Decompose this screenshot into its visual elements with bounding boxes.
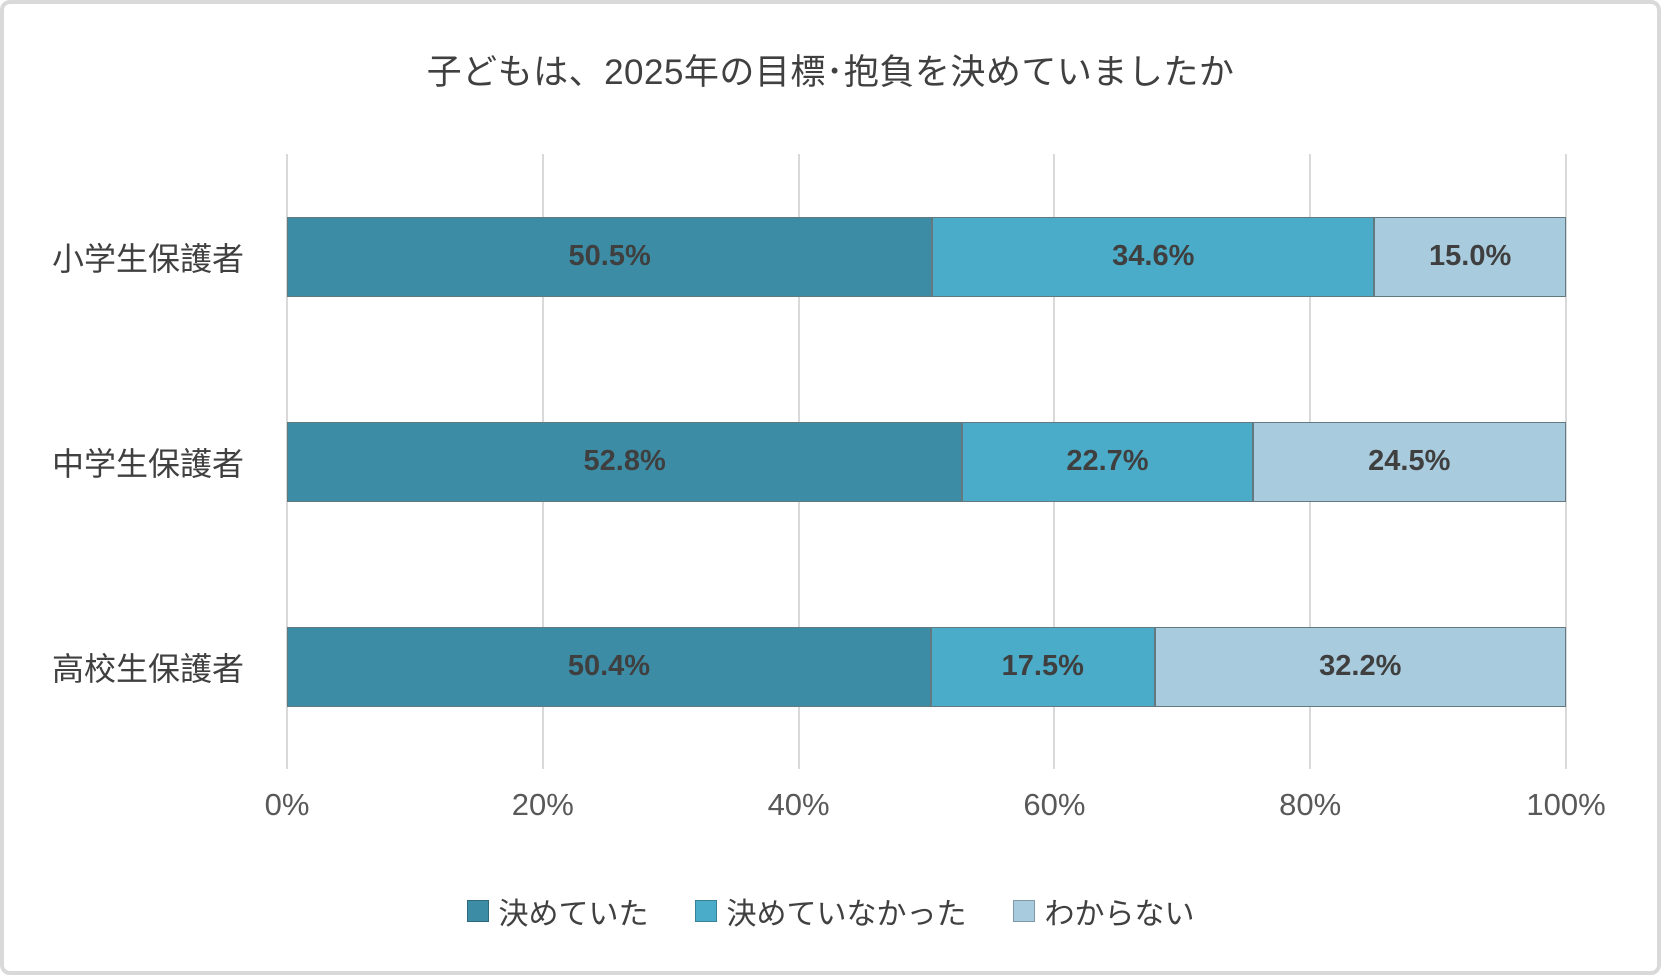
legend-item: わからない — [1012, 889, 1195, 933]
category-label: 小学生保護者 — [51, 240, 244, 277]
legend-label: わからない — [1044, 898, 1195, 931]
data-label: 15.0% — [1429, 240, 1512, 272]
chart-title: 子どもは、2025年の目標･抱負を決めていましたか — [426, 53, 1235, 92]
bar-segment: 52.8% — [287, 421, 963, 502]
bar-segment: 17.5% — [930, 626, 1155, 707]
x-tick-label: 60% — [1023, 787, 1086, 822]
bar-rows: 50.5% 34.6% 15.0% 52.8% 22.7% 24.5% 50.4% 17.5%… — [287, 154, 1566, 769]
bar-segment: 15.0% — [1374, 216, 1566, 297]
stacked-bar: 50.5% 34.6% 15.0% — [287, 216, 1566, 297]
x-tick-label: 100% — [1526, 787, 1606, 822]
bar-row: 52.8% 22.7% 24.5% — [287, 359, 1566, 564]
x-axis: 0% 20% 40% 60% 80% 100% — [265, 787, 1606, 833]
legend-swatch — [1012, 900, 1035, 922]
category-label: 高校生保護者 — [51, 650, 244, 687]
legend: 決めていた 決めていなかった わからない — [4, 889, 1657, 933]
bar-segment: 50.5% — [287, 216, 933, 297]
gridline — [1565, 154, 1567, 769]
data-label: 50.5% — [568, 240, 651, 272]
data-label: 32.2% — [1319, 650, 1402, 682]
bar-segment: 32.2% — [1154, 626, 1566, 707]
stacked-bar: 52.8% 22.7% 24.5% — [287, 421, 1566, 502]
bar-row: 50.4% 17.5% 32.2% — [287, 564, 1566, 769]
x-tick-label: 40% — [767, 787, 830, 822]
legend-label: 決めていた — [498, 898, 649, 931]
x-tick-label: 0% — [264, 787, 310, 822]
bar-segment: 50.4% — [287, 626, 931, 707]
data-label: 50.4% — [567, 650, 651, 682]
stacked-bar: 50.4% 17.5% 32.2% — [287, 626, 1566, 707]
data-label: 34.6% — [1112, 240, 1195, 272]
bar-row: 50.5% 34.6% 15.0% — [287, 154, 1566, 359]
legend-label: 決めていなかった — [726, 898, 967, 931]
bar-segment: 22.7% — [962, 421, 1253, 502]
plot-area: 50.5% 34.6% 15.0% 52.8% 22.7% 24.5% 50.4% 17.5%… — [286, 154, 1567, 769]
legend-swatch — [694, 900, 717, 922]
data-label: 17.5% — [1001, 650, 1084, 682]
legend-item: 決めていなかった — [694, 889, 967, 933]
x-tick-label: 20% — [511, 787, 574, 822]
data-label: 22.7% — [1066, 445, 1149, 477]
data-label: 52.8% — [583, 445, 666, 477]
legend-swatch — [466, 900, 489, 922]
bar-segment: 24.5% — [1252, 421, 1566, 502]
bar-segment: 34.6% — [932, 216, 1375, 297]
data-label: 24.5% — [1368, 445, 1451, 477]
legend-item: 決めていた — [466, 889, 649, 933]
category-axis: 小学生保護者 中学生保護者 高校生保護者 — [4, 154, 264, 769]
x-tick-label: 80% — [1279, 787, 1342, 822]
category-label: 中学生保護者 — [51, 445, 244, 482]
